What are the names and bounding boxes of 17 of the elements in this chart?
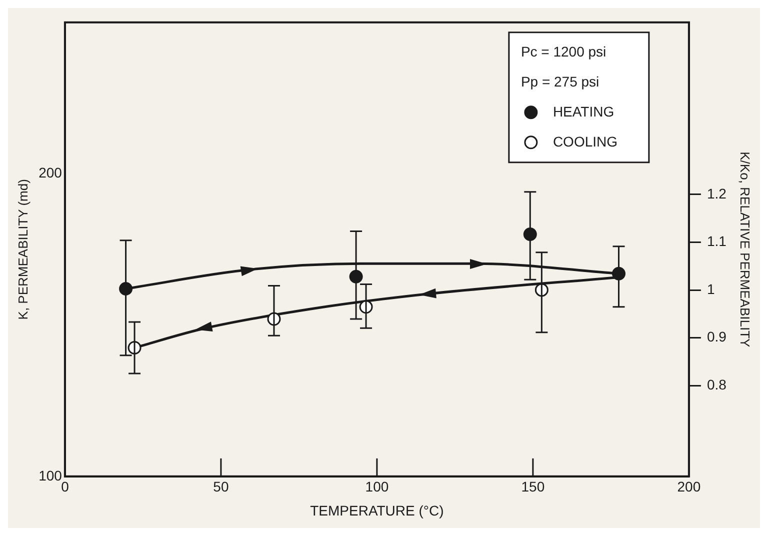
y2-tick-label: 1.1 [706, 233, 727, 250]
y-axis-title: K, PERMEABILITY (md) [15, 179, 30, 320]
y2-tick-label: 0.8 [706, 376, 727, 392]
x-tick-label: 50 [213, 478, 229, 495]
y2-axis-title: K/Ko, RELATIVE PERMEABILITY [738, 152, 753, 348]
y2-tick-label: 1 [706, 280, 715, 297]
annotation: Pc = 1200 psi [520, 43, 606, 60]
legend-label: HEATING [552, 103, 614, 120]
y2-tick-label: 0.9 [706, 328, 727, 345]
x-tick-label: 200 [677, 478, 701, 495]
x-tick-label: 0 [61, 478, 70, 495]
x-axis-title: TEMPERATURE (°C) [310, 502, 444, 518]
annotation: Pp = 275 psi [520, 73, 600, 90]
x-tick-label: 100 [365, 478, 389, 495]
x-tick-label: 150 [521, 478, 545, 495]
legend-label: COOLING [552, 133, 618, 150]
y2-tick-label: 1.2 [706, 185, 727, 202]
